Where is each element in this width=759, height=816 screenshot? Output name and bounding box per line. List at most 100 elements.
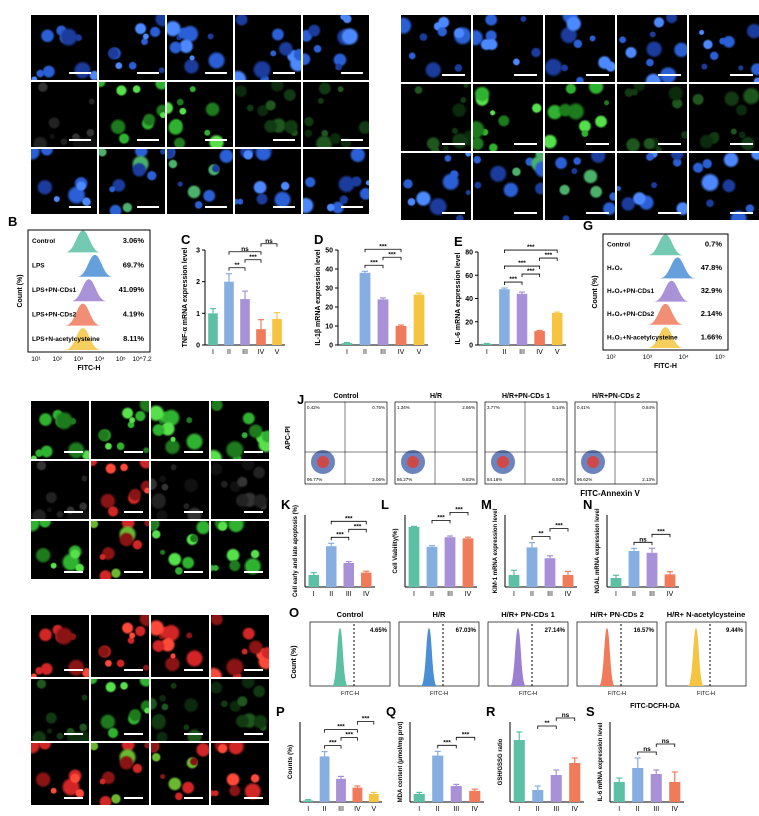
scale-bar: [123, 797, 143, 799]
bar: [240, 299, 250, 345]
x-tick-label: V: [371, 806, 376, 813]
significance-label: ***: [545, 252, 553, 259]
x-tick-label: I: [346, 349, 348, 356]
significance-label: ***: [443, 739, 451, 746]
scale-bar: [243, 669, 263, 671]
significance-label: ***: [462, 731, 470, 738]
group-title: Control: [337, 610, 364, 619]
series-label: Control: [607, 242, 630, 249]
bar: [413, 794, 425, 802]
bar: [272, 319, 282, 345]
micrograph-image: [150, 678, 210, 742]
micrograph-image: [90, 742, 150, 806]
bar: [508, 575, 520, 587]
x-tick-label: 10²: [52, 356, 62, 363]
x-tick-label: II: [502, 349, 506, 356]
x-tick-label: IV: [465, 591, 472, 598]
panel-label: G: [583, 218, 593, 233]
micrograph-image: [210, 460, 270, 520]
panel-label: P: [276, 704, 285, 719]
x-tick-label: I: [413, 591, 415, 598]
micrograph-image: [30, 81, 98, 148]
quadrant-value: 0.84%: [642, 405, 655, 410]
panel-label: M: [481, 497, 492, 512]
histogram-curve: [647, 327, 684, 348]
scale-bar: [585, 212, 609, 214]
histogram-curve: [332, 628, 348, 686]
scale-bar: [69, 206, 91, 208]
x-tick-label: III: [447, 591, 453, 598]
x-tick-label: III: [380, 349, 386, 356]
significance-label: ***: [329, 740, 337, 747]
y-axis-label: IL-6 mRNA expression level: [455, 252, 462, 344]
micrograph-image: [150, 400, 210, 460]
series-label: H₂O₂: [607, 265, 623, 272]
scale-bar: [585, 143, 609, 145]
quadrant-value: 5.14%: [552, 405, 565, 410]
bar: [664, 574, 676, 587]
x-tick-label: II: [329, 591, 333, 598]
micrograph-image: [98, 81, 166, 148]
bar: [395, 326, 407, 345]
bar: [408, 527, 420, 587]
micrograph-image: [688, 14, 759, 83]
scale-bar: [273, 139, 295, 141]
x-tick-label: IV: [571, 806, 578, 813]
scale-bar: [729, 74, 753, 76]
scale-bar: [205, 206, 227, 208]
significance-label: **: [544, 720, 550, 727]
significance-label: ***: [337, 724, 345, 731]
scale-bar: [183, 797, 203, 799]
histogram-curve: [76, 254, 113, 277]
bar: [377, 299, 389, 345]
micrograph-image: [234, 81, 302, 148]
significance-bracket: [503, 281, 523, 286]
micrograph-image: [302, 14, 370, 81]
x-tick-label: II: [436, 806, 440, 813]
scale-bar: [585, 74, 609, 76]
micrograph-image: [150, 520, 210, 580]
series-value: 47.8%: [701, 263, 723, 272]
scale-bar: [63, 571, 83, 573]
significance-bracket: [555, 717, 576, 721]
significance-bracket: [340, 737, 358, 741]
series-value: 69.7%: [123, 261, 145, 270]
significance-bracket: [503, 265, 540, 270]
y-tick-label: 1: [196, 311, 200, 318]
panel-label: S: [586, 704, 595, 719]
micrograph-image: [150, 460, 210, 520]
micrograph-image: [30, 678, 90, 742]
x-tick-label: III: [453, 806, 459, 813]
bar: [341, 343, 353, 345]
quadrant-value: 86.27%: [397, 477, 412, 482]
y-axis-label: Count (%): [592, 275, 599, 308]
plot-frame: [576, 621, 658, 687]
y-axis-label: GSH/GSSG ratio: [498, 738, 504, 785]
scale-bar: [69, 72, 91, 74]
series-value: 0.7%: [705, 240, 722, 249]
x-tick-label: II: [636, 806, 640, 813]
histogram-curve: [64, 303, 101, 326]
micrograph-image: [150, 742, 210, 806]
micrograph-image: [90, 520, 150, 580]
y-tick-label: 50: [325, 248, 333, 255]
scale-bar: [729, 212, 753, 214]
significance-label: ***: [388, 251, 396, 258]
significance-bracket: [537, 725, 557, 729]
micrograph-image: [234, 14, 302, 81]
quadrant-value: 0.42%: [307, 405, 320, 410]
quadrant-value: 6.93%: [552, 477, 565, 482]
scale-bar: [441, 212, 465, 214]
bar: [610, 578, 622, 587]
micrograph-image: [400, 152, 472, 221]
series-label: LPS+PN-CDs2: [32, 311, 77, 318]
series-value: 4.19%: [123, 309, 145, 318]
x-tick-label: 10^7.2: [132, 356, 152, 363]
series-label: LPS+PN-CDs1: [32, 287, 77, 294]
panel-label: K: [281, 497, 291, 512]
quadrant-value: 96.77%: [307, 477, 322, 482]
